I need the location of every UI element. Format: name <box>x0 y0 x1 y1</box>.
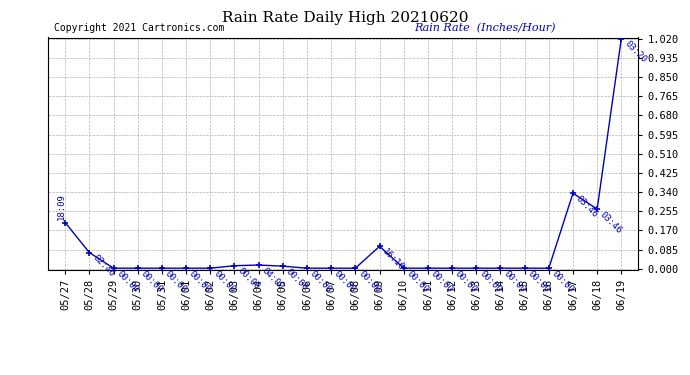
Text: 00:00: 00:00 <box>115 269 140 294</box>
Text: 03:20: 03:20 <box>622 39 648 64</box>
Text: 18:09: 18:09 <box>57 194 66 220</box>
Text: 00:00: 00:00 <box>429 269 455 294</box>
Text: 00:00: 00:00 <box>236 266 261 292</box>
Text: 00:00: 00:00 <box>139 269 164 294</box>
Text: 00:00: 00:00 <box>333 269 357 294</box>
Text: 04:00: 04:00 <box>260 266 285 291</box>
Text: 00:00: 00:00 <box>477 269 503 294</box>
Text: 00:00: 00:00 <box>308 269 333 294</box>
Text: 00:00: 00:00 <box>453 269 479 294</box>
Text: Copyright 2021 Cartronics.com: Copyright 2021 Cartronics.com <box>55 23 224 33</box>
Text: 00:00: 00:00 <box>163 269 188 294</box>
Text: 00:00: 00:00 <box>502 269 527 294</box>
Text: 00:00: 00:00 <box>187 269 213 294</box>
Text: 02:46: 02:46 <box>90 253 116 279</box>
Text: 00:00: 00:00 <box>526 269 551 294</box>
Text: 03:46: 03:46 <box>598 210 624 235</box>
Text: 16:16: 16:16 <box>381 247 406 272</box>
Text: 00:00: 00:00 <box>357 269 382 294</box>
Text: Rain Rate  (Inches/Hour): Rain Rate (Inches/Hour) <box>414 22 555 33</box>
Text: 00:00: 00:00 <box>550 269 575 294</box>
Text: 00:00: 00:00 <box>284 267 309 292</box>
Text: 03:46: 03:46 <box>574 194 600 219</box>
Text: 00:00: 00:00 <box>405 269 431 294</box>
Text: Rain Rate Daily High 20210620: Rain Rate Daily High 20210620 <box>221 11 469 25</box>
Text: 00:00: 00:00 <box>212 269 237 294</box>
